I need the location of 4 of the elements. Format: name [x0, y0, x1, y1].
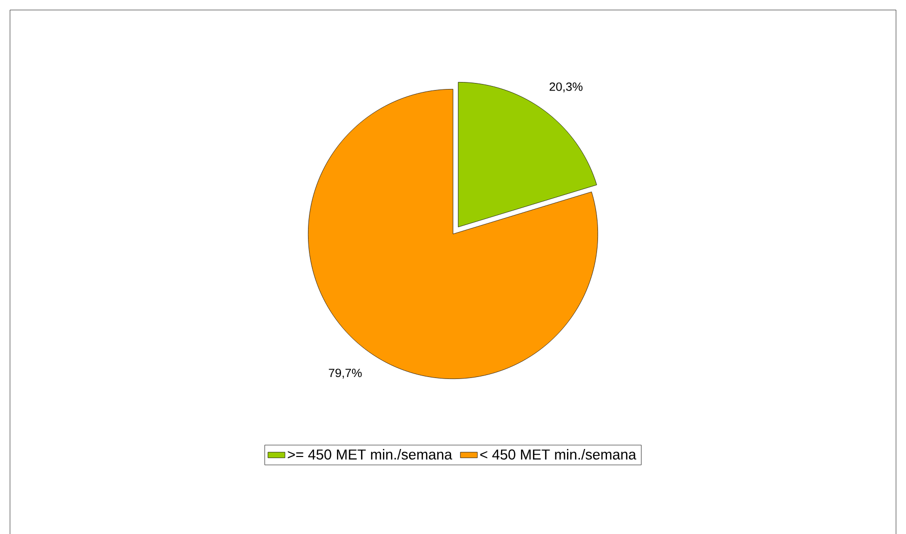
data-label: 20,3% [550, 82, 582, 92]
legend-label: < 450 MET min./semana [480, 449, 636, 460]
data-label: 79,7% [328, 368, 362, 379]
legend-label: >= 450 MET min./semana [288, 449, 452, 460]
